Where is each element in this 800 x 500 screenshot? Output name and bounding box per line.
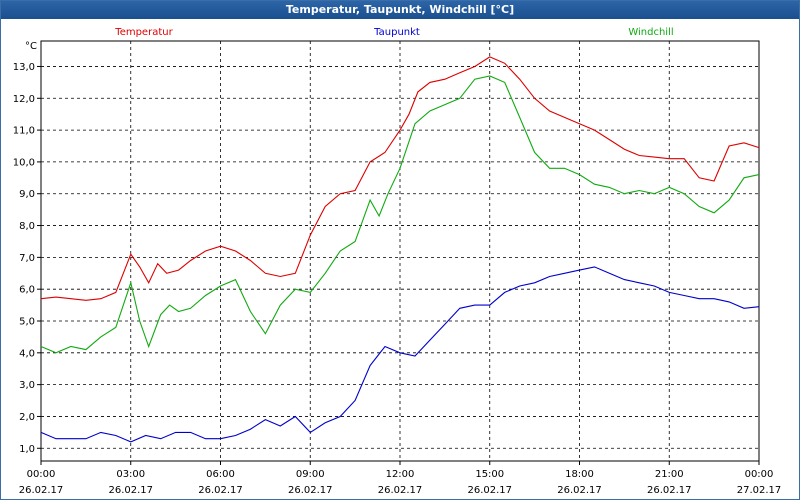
y-tick-label: 10,0 [13,157,35,168]
series-line-windchill [40,75,760,354]
x-tick-date: 26.02.17 [647,485,692,496]
y-tick-label: 13,0 [13,62,35,73]
x-tick-date: 26.02.17 [378,485,423,496]
x-tick-labels: 00:00 26.02.17 03:00 26.02.17 06:00 26.02.17 0… [19,469,782,496]
x-tick-date: 26.02.17 [108,485,153,496]
x-tick-time: 09:00 [296,469,325,480]
x-tick-time: 15:00 [475,469,504,480]
x-tick-date: 26.02.17 [557,485,602,496]
grid [41,41,759,461]
x-tick-time: 03:00 [116,469,145,480]
x-tick-time: 12:00 [386,469,415,480]
plot-frame [40,40,760,462]
y-tick-label: 7,0 [19,253,35,264]
series-line-taupunkt [40,266,760,443]
x-tick-time: 21:00 [655,469,684,480]
x-tick-date: 26.02.17 [467,485,512,496]
x-tick-time: 00:00 [27,469,56,480]
y-tick-label: 3,0 [19,380,35,391]
x-tick-time: 00:00 [745,469,774,480]
y-tick-label: 9,0 [19,189,35,200]
y-tick-label: 12,0 [13,94,35,105]
legend-windchill: Windchill [628,27,673,38]
y-tick-labels: 1,0 2,0 3,0 4,0 5,0 6,0 7,0 8,0 9,0 10,0 11,0 12,0 1… [13,62,35,455]
y-tick-label: 8,0 [19,221,35,232]
y-tick-label: 1,0 [19,444,35,455]
window-title: Temperatur, Taupunkt, Windchill [°C] [1,1,799,19]
legend-temperatur: Temperatur [114,27,173,38]
chart-plot: 1,0 2,0 3,0 4,0 5,0 6,0 7,0 8,0 9,0 10,0 11,0 12,0 1… [1,19,799,499]
x-tick-time: 18:00 [565,469,594,480]
x-tick-date: 26.02.17 [198,485,243,496]
y-axis-unit: °C [25,41,37,52]
y-tick-label: 6,0 [19,285,35,296]
x-tick-time: 06:00 [206,469,235,480]
axes [37,40,760,465]
y-tick-label: 4,0 [19,348,35,359]
legend-taupunkt: Taupunkt [373,27,420,38]
series-line-temperatur [40,56,760,301]
y-tick-label: 2,0 [19,412,35,423]
y-tick-label: 11,0 [13,126,35,137]
y-tick-label: 5,0 [19,317,35,328]
x-tick-date: 27.02.17 [737,485,782,496]
series-lines [40,56,760,443]
x-tick-date: 26.02.17 [288,485,333,496]
legend: Temperatur Taupunkt Windchill [114,27,673,38]
x-tick-date: 26.02.17 [19,485,64,496]
